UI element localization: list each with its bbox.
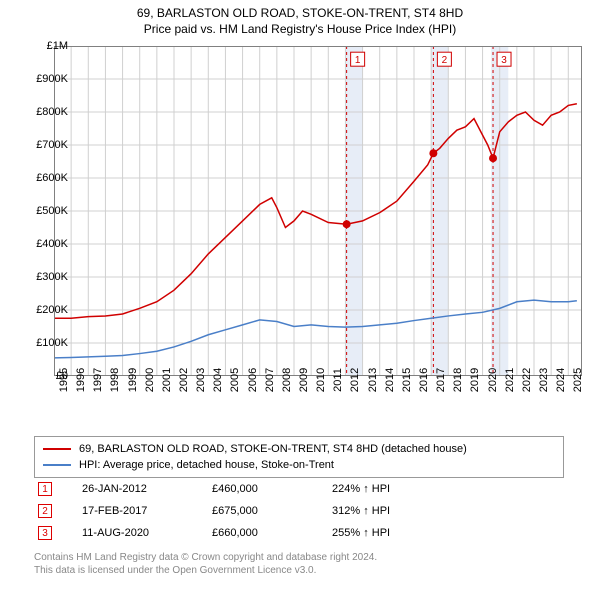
- event-number-badge: 1: [38, 482, 52, 496]
- title-main: 69, BARLASTON OLD ROAD, STOKE-ON-TRENT, …: [0, 6, 600, 20]
- event-row: 1 26-JAN-2012£460,000224% ↑ HPI: [34, 478, 564, 500]
- svg-text:3: 3: [501, 55, 507, 66]
- event-price: £660,000: [212, 527, 332, 539]
- legend-item: HPI: Average price, detached house, Stok…: [43, 457, 555, 473]
- x-tick-label: 2023: [538, 368, 550, 392]
- event-table: 1 26-JAN-2012£460,000224% ↑ HPI 2 17-FEB-20…: [34, 478, 564, 544]
- legend-label: HPI: Average price, detached house, Stok…: [79, 459, 334, 471]
- attribution: Contains HM Land Registry data © Crown c…: [34, 552, 564, 577]
- x-tick-label: 2010: [315, 368, 327, 392]
- x-tick-label: 1998: [109, 368, 121, 392]
- event-date: 11-AUG-2020: [82, 527, 212, 539]
- chart-plot: 1 2 3: [54, 46, 582, 376]
- x-tick-label: 2002: [178, 368, 190, 392]
- x-tick-label: 2004: [212, 368, 224, 392]
- x-tick-label: 1999: [127, 368, 139, 392]
- x-tick-label: 2014: [384, 368, 396, 392]
- svg-text:1: 1: [355, 55, 361, 66]
- event-number-badge: 3: [38, 526, 52, 540]
- event-date: 17-FEB-2017: [82, 505, 212, 517]
- event-pct: 255% ↑ HPI: [332, 527, 482, 539]
- legend-box: 69, BARLASTON OLD ROAD, STOKE-ON-TRENT, …: [34, 436, 564, 478]
- x-tick-label: 2016: [418, 368, 430, 392]
- x-tick-label: 2012: [349, 368, 361, 392]
- x-tick-label: 2000: [144, 368, 156, 392]
- x-tick-label: 2018: [452, 368, 464, 392]
- x-tick-label: 2011: [332, 368, 344, 392]
- y-tick-label: £700K: [18, 139, 68, 151]
- y-tick-label: £300K: [18, 271, 68, 283]
- svg-text:2: 2: [442, 55, 448, 66]
- x-tick-label: 1997: [92, 368, 104, 392]
- legend-swatch: [43, 464, 71, 466]
- x-tick-label: 2009: [298, 368, 310, 392]
- y-tick-label: £1M: [18, 40, 68, 52]
- x-tick-label: 2025: [572, 368, 584, 392]
- x-tick-label: 2017: [435, 368, 447, 392]
- y-tick-label: £100K: [18, 337, 68, 349]
- event-date: 26-JAN-2012: [82, 483, 212, 495]
- x-tick-label: 2006: [247, 368, 259, 392]
- x-tick-label: 2008: [281, 368, 293, 392]
- legend-label: 69, BARLASTON OLD ROAD, STOKE-ON-TRENT, …: [79, 443, 467, 455]
- event-row: 2 17-FEB-2017£675,000312% ↑ HPI: [34, 500, 564, 522]
- x-tick-label: 2005: [229, 368, 241, 392]
- event-pct: 312% ↑ HPI: [332, 505, 482, 517]
- y-tick-label: £200K: [18, 304, 68, 316]
- event-number-badge: 2: [38, 504, 52, 518]
- x-tick-label: 2024: [555, 368, 567, 392]
- legend-item: 69, BARLASTON OLD ROAD, STOKE-ON-TRENT, …: [43, 441, 555, 457]
- x-tick-label: 2007: [264, 368, 276, 392]
- x-tick-label: 2021: [504, 368, 516, 392]
- event-row: 3 11-AUG-2020£660,000255% ↑ HPI: [34, 522, 564, 544]
- x-tick-label: 2003: [195, 368, 207, 392]
- x-tick-label: 2022: [521, 368, 533, 392]
- x-tick-label: 2020: [487, 368, 499, 392]
- y-tick-label: £900K: [18, 73, 68, 85]
- attribution-line2: This data is licensed under the Open Gov…: [34, 565, 564, 578]
- y-tick-label: £400K: [18, 238, 68, 250]
- x-tick-label: 2013: [367, 368, 379, 392]
- x-tick-label: 1996: [75, 368, 87, 392]
- y-tick-label: £500K: [18, 205, 68, 217]
- title-block: 69, BARLASTON OLD ROAD, STOKE-ON-TRENT, …: [0, 0, 600, 38]
- x-tick-label: 2001: [161, 368, 173, 392]
- x-tick-label: 1995: [58, 368, 70, 392]
- event-price: £675,000: [212, 505, 332, 517]
- y-tick-label: £600K: [18, 172, 68, 184]
- chart-container: 69, BARLASTON OLD ROAD, STOKE-ON-TRENT, …: [0, 0, 600, 590]
- event-price: £460,000: [212, 483, 332, 495]
- title-sub: Price paid vs. HM Land Registry's House …: [0, 22, 600, 36]
- x-tick-label: 2015: [401, 368, 413, 392]
- attribution-line1: Contains HM Land Registry data © Crown c…: [34, 552, 564, 565]
- y-tick-label: £800K: [18, 106, 68, 118]
- x-tick-label: 2019: [469, 368, 481, 392]
- legend-swatch: [43, 448, 71, 450]
- event-pct: 224% ↑ HPI: [332, 483, 482, 495]
